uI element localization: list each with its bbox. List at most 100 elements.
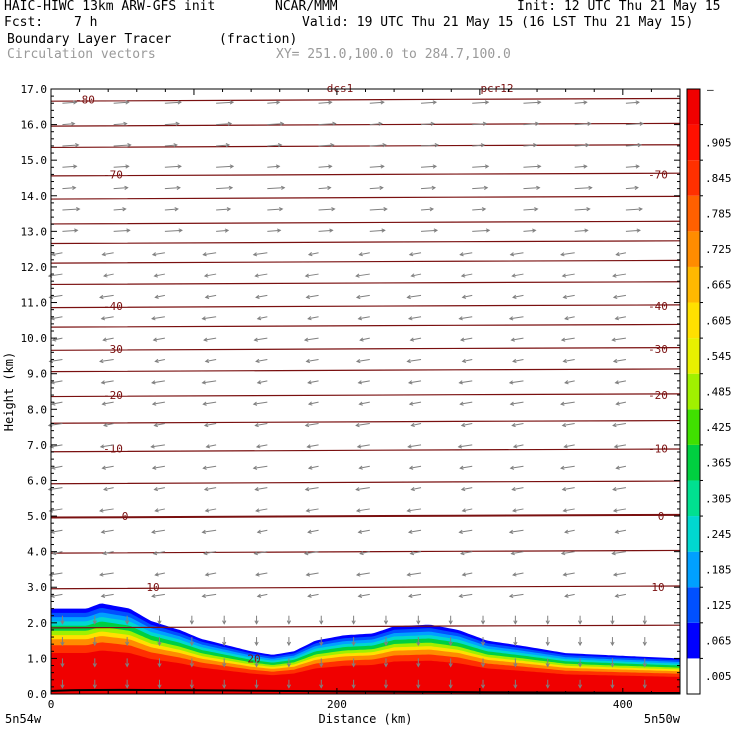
circulation-vector-head [613,444,619,449]
circulation-vector-head [562,508,567,513]
circulation-vector-head [359,337,364,342]
circulation-vector [472,123,487,126]
circulation-vector [472,165,489,168]
circulation-vector [461,487,473,491]
circulation-vector-head [201,593,206,599]
circulation-vector-head [642,684,647,689]
circulation-vector-head [154,572,159,577]
circulation-vector [49,508,63,512]
circulation-vector [512,423,524,427]
circulation-vector [613,294,626,298]
fcst-value: 7 h [74,15,98,30]
circulation-vector-head [535,121,540,126]
circulation-vector-head [127,142,132,148]
circulation-vector [613,572,626,576]
circulation-vector [62,123,75,126]
circulation-vector [411,487,422,491]
circulation-vector-head [73,164,78,169]
colorbar-swatch [687,195,700,232]
circulation-vector [356,572,370,576]
circulation-vector [410,337,422,341]
circulation-vector-head [189,684,194,689]
circulation-vector-head [174,207,179,212]
circulation-vector-head [276,228,282,233]
circulation-vector [420,229,438,232]
circulation-vector [574,144,589,147]
circulation-vector-head [101,465,106,470]
circulation-vector-head [275,164,281,169]
colorbar: .005 .065 .125 .185 .245 .305 .365 .425 .485 .545… [686,83,732,695]
circulation-vector-head [203,422,209,428]
circulation-vector-head [432,164,438,169]
circulation-vector [357,444,370,448]
circulation-vector [152,529,165,533]
circulation-vector-head [481,207,487,212]
circulation-vector-head [92,684,97,689]
circulation-vector [563,508,575,512]
circulation-vector [472,101,489,104]
circulation-vector [113,123,127,126]
circulation-vector [459,593,473,597]
circulation-vector [574,187,592,190]
colorbar-label: .005 [705,670,732,683]
circulation-vector-head [480,620,486,625]
circulation-vector-head [51,401,56,406]
circulation-vector-head [153,273,158,278]
circulation-vector [523,144,537,147]
circulation-vector [216,123,232,126]
circulation-vector-head [586,207,591,212]
circulation-vector [612,551,626,555]
circulation-vector [152,316,165,320]
circulation-vector [562,487,575,491]
y-tick-label: 5.0 [27,510,47,523]
circulation-vector [369,187,383,190]
circulation-vector [462,508,473,512]
circulation-vector [51,593,63,597]
circulation-vector-head [51,465,56,470]
circulation-vector [369,101,384,104]
circulation-vector-head [124,185,129,190]
circulation-vector [625,101,639,104]
circulation-vector-head [153,486,158,492]
circulation-vector-head [286,684,292,689]
circulation-vector-head [204,294,210,299]
circulation-vector-head [614,593,620,598]
circulation-vector [409,252,422,256]
contour-label-left: -30 [103,343,123,356]
circulation-vector [308,316,319,320]
y-tick-label: 4.0 [27,546,47,559]
circulation-vector [616,252,627,256]
circulation-vector-head [561,273,567,278]
colorbar-swatch [687,89,700,125]
circulation-vector [615,529,627,533]
circulation-vector-head [73,100,78,105]
circulation-vector [512,294,524,298]
circulation-vector [49,358,63,362]
circulation-vector [204,487,217,491]
circulation-vector [407,294,422,298]
circulation-vector [512,487,524,491]
y-tick-label: 16.0 [21,119,48,132]
circulation-vector [459,316,473,320]
circulation-vector-head [99,358,104,364]
circulation-vector-head [458,593,463,599]
circulation-vector [574,123,591,126]
circulation-vector [267,208,283,211]
circulation-vector-head [585,143,590,148]
circulation-vector [203,465,217,469]
circulation-vector-head [256,593,262,598]
x-tick-label: 400 [613,698,633,711]
temperature-contour-line [50,220,681,225]
circulation-vector [625,123,643,126]
circulation-vector [204,273,217,277]
circulation-vector-head [307,401,313,406]
circulation-vector-head [173,143,178,148]
circulation-vector-head [99,572,104,577]
circulation-vector [563,358,575,362]
circulation-vector-head [319,641,324,647]
circulation-vector-head [202,401,207,406]
circulation-vector-head [307,465,313,470]
contour-label-left: 10 [146,581,159,594]
circulation-vector [152,380,165,384]
circulation-vector-head [204,358,210,364]
